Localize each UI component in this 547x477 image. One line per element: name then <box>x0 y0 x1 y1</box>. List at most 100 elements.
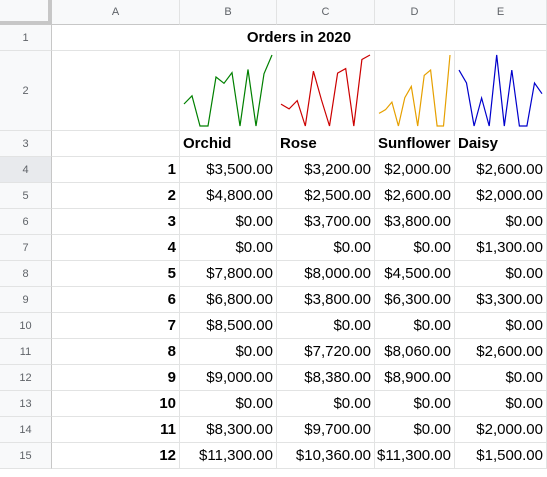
month-index[interactable]: 3 <box>52 209 180 235</box>
value-cell-daisy[interactable]: $1,300.00 <box>455 235 547 261</box>
month-index[interactable]: 1 <box>52 157 180 183</box>
value-cell-orchid[interactable]: $11,300.00 <box>180 443 277 469</box>
sparkline-line <box>378 54 451 127</box>
sparkline-rose[interactable] <box>277 51 375 131</box>
cell-a3[interactable] <box>52 131 180 157</box>
month-index[interactable]: 7 <box>52 313 180 339</box>
value-cell-daisy[interactable]: $0.00 <box>455 365 547 391</box>
column-header-c[interactable]: C <box>277 0 375 25</box>
row-header-10[interactable]: 10 <box>0 313 52 339</box>
month-index[interactable]: 10 <box>52 391 180 417</box>
value-cell-sunflower[interactable]: $0.00 <box>375 391 455 417</box>
month-index[interactable]: 2 <box>52 183 180 209</box>
sparkline-chart <box>280 54 371 127</box>
header-rose[interactable]: Rose <box>277 131 375 157</box>
value-cell-orchid[interactable]: $4,800.00 <box>180 183 277 209</box>
value-cell-orchid[interactable]: $0.00 <box>180 339 277 365</box>
row-header-15[interactable]: 15 <box>0 443 52 469</box>
value-cell-rose[interactable]: $0.00 <box>277 313 375 339</box>
month-index[interactable]: 6 <box>52 287 180 313</box>
sparkline-line <box>280 54 371 127</box>
value-cell-orchid[interactable]: $7,800.00 <box>180 261 277 287</box>
value-cell-sunflower[interactable]: $0.00 <box>375 417 455 443</box>
value-cell-sunflower[interactable]: $3,800.00 <box>375 209 455 235</box>
value-cell-daisy[interactable]: $2,600.00 <box>455 157 547 183</box>
value-cell-sunflower[interactable]: $0.00 <box>375 313 455 339</box>
value-cell-daisy[interactable]: $2,000.00 <box>455 417 547 443</box>
value-cell-sunflower[interactable]: $8,060.00 <box>375 339 455 365</box>
month-index[interactable]: 12 <box>52 443 180 469</box>
value-cell-rose[interactable]: $10,360.00 <box>277 443 375 469</box>
value-cell-sunflower[interactable]: $2,600.00 <box>375 183 455 209</box>
row-header-8[interactable]: 8 <box>0 261 52 287</box>
header-orchid[interactable]: Orchid <box>180 131 277 157</box>
sparkline-sunflower[interactable] <box>375 51 455 131</box>
sheet-title[interactable]: Orders in 2020 <box>52 25 547 51</box>
row-header-3[interactable]: 3 <box>0 131 52 157</box>
month-index[interactable]: 5 <box>52 261 180 287</box>
column-header-b[interactable]: B <box>180 0 277 25</box>
value-cell-orchid[interactable]: $9,000.00 <box>180 365 277 391</box>
column-header-a[interactable]: A <box>52 0 180 25</box>
month-index[interactable]: 9 <box>52 365 180 391</box>
value-cell-rose[interactable]: $3,700.00 <box>277 209 375 235</box>
sparkline-line <box>458 54 543 127</box>
value-cell-sunflower[interactable]: $2,000.00 <box>375 157 455 183</box>
column-header-d[interactable]: D <box>375 0 455 25</box>
value-cell-orchid[interactable]: $8,300.00 <box>180 417 277 443</box>
value-cell-rose[interactable]: $8,380.00 <box>277 365 375 391</box>
value-cell-daisy[interactable]: $0.00 <box>455 261 547 287</box>
value-cell-orchid[interactable]: $6,800.00 <box>180 287 277 313</box>
value-cell-daisy[interactable]: $0.00 <box>455 391 547 417</box>
row-header-1[interactable]: 1 <box>0 25 52 51</box>
value-cell-rose[interactable]: $7,720.00 <box>277 339 375 365</box>
value-cell-rose[interactable]: $9,700.00 <box>277 417 375 443</box>
column-header-e[interactable]: E <box>455 0 547 25</box>
value-cell-orchid[interactable]: $0.00 <box>180 391 277 417</box>
value-cell-rose[interactable]: $0.00 <box>277 391 375 417</box>
value-cell-orchid[interactable]: $8,500.00 <box>180 313 277 339</box>
value-cell-sunflower[interactable]: $8,900.00 <box>375 365 455 391</box>
select-all-corner[interactable] <box>0 0 52 25</box>
row-header-7[interactable]: 7 <box>0 235 52 261</box>
month-index[interactable]: 8 <box>52 339 180 365</box>
row-header-2[interactable]: 2 <box>0 51 52 131</box>
value-cell-orchid[interactable]: $0.00 <box>180 235 277 261</box>
value-cell-daisy[interactable]: $0.00 <box>455 313 547 339</box>
value-cell-daisy[interactable]: $1,500.00 <box>455 443 547 469</box>
row-header-4[interactable]: 4 <box>0 157 52 183</box>
sparkline-orchid[interactable] <box>180 51 277 131</box>
sparkline-daisy[interactable] <box>455 51 547 131</box>
value-cell-sunflower[interactable]: $6,300.00 <box>375 287 455 313</box>
row-header-5[interactable]: 5 <box>0 183 52 209</box>
sparkline-chart <box>458 54 543 127</box>
row-header-6[interactable]: 6 <box>0 209 52 235</box>
row-header-14[interactable]: 14 <box>0 417 52 443</box>
row-header-11[interactable]: 11 <box>0 339 52 365</box>
value-cell-rose[interactable]: $2,500.00 <box>277 183 375 209</box>
value-cell-rose[interactable]: $3,200.00 <box>277 157 375 183</box>
value-cell-daisy[interactable]: $3,300.00 <box>455 287 547 313</box>
row-header-13[interactable]: 13 <box>0 391 52 417</box>
header-daisy[interactable]: Daisy <box>455 131 547 157</box>
value-cell-rose[interactable]: $8,000.00 <box>277 261 375 287</box>
month-index[interactable]: 4 <box>52 235 180 261</box>
value-cell-sunflower[interactable]: $0.00 <box>375 235 455 261</box>
value-cell-rose[interactable]: $3,800.00 <box>277 287 375 313</box>
value-cell-daisy[interactable]: $2,000.00 <box>455 183 547 209</box>
row-header-12[interactable]: 12 <box>0 365 52 391</box>
month-index[interactable]: 11 <box>52 417 180 443</box>
value-cell-orchid[interactable]: $3,500.00 <box>180 157 277 183</box>
sparkline-chart <box>378 54 451 127</box>
row-header-9[interactable]: 9 <box>0 287 52 313</box>
value-cell-rose[interactable]: $0.00 <box>277 235 375 261</box>
sparkline-line <box>183 54 273 127</box>
value-cell-sunflower[interactable]: $4,500.00 <box>375 261 455 287</box>
value-cell-orchid[interactable]: $0.00 <box>180 209 277 235</box>
value-cell-sunflower[interactable]: $11,300.00 <box>375 443 455 469</box>
header-sunflower[interactable]: Sunflower <box>375 131 455 157</box>
value-cell-daisy[interactable]: $0.00 <box>455 209 547 235</box>
value-cell-daisy[interactable]: $2,600.00 <box>455 339 547 365</box>
cell-a2[interactable] <box>52 51 180 131</box>
